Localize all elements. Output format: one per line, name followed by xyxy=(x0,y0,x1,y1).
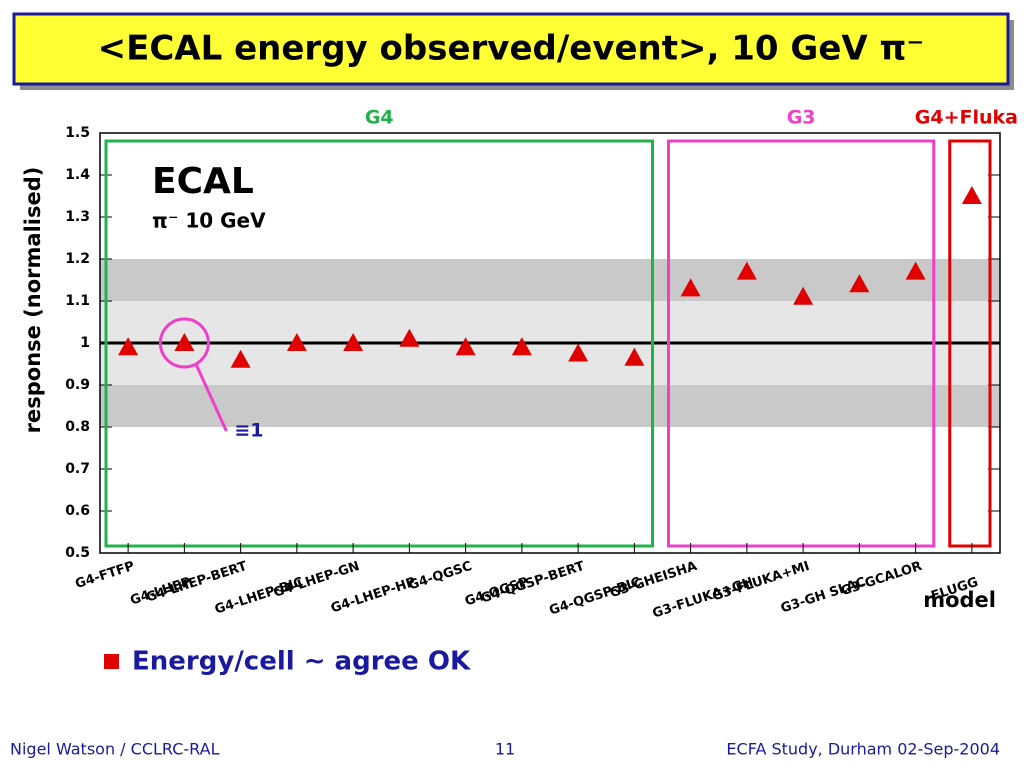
y-tick-label: 1.1 xyxy=(65,293,90,309)
data-point xyxy=(905,261,926,280)
data-point xyxy=(230,349,251,368)
annotation-circle xyxy=(158,317,210,369)
y-tick-label: 0.9 xyxy=(65,377,90,393)
y-tick-label: 1.3 xyxy=(65,209,90,225)
footer-right: ECFA Study, Durham 02-Sep-2004 xyxy=(726,740,1000,759)
y-tick-label: 0.5 xyxy=(65,545,90,561)
y-tick-label: 0.8 xyxy=(65,419,90,435)
data-point xyxy=(399,328,420,347)
group-box xyxy=(948,139,992,548)
chart-title: ECAL xyxy=(152,161,254,202)
legend-label: G4+Fluka xyxy=(915,107,1018,129)
data-point xyxy=(568,343,589,362)
x-tick-label: G4-QGSC xyxy=(407,559,474,594)
data-point xyxy=(286,333,307,351)
group-box xyxy=(667,139,936,548)
legend-label: G4 xyxy=(365,107,394,129)
chart: 0.5 0.6 0.7 0.8 0.9 1 1.1 1.2 1.3 1.4 1.5 response … xyxy=(21,107,1018,622)
y-tick-label: 1.4 xyxy=(65,167,90,183)
x-axis-label: model xyxy=(923,588,996,612)
footer-left: Nigel Watson / CCLRC-RAL xyxy=(10,740,220,759)
x-tick-label: G4-FTFP xyxy=(74,559,137,592)
data-point xyxy=(455,337,476,356)
y-tick-label: 1.5 xyxy=(65,125,90,141)
group-box xyxy=(104,139,654,548)
bullet-marker xyxy=(104,654,119,669)
chart-subtitle: π⁻ 10 GeV xyxy=(152,209,266,233)
footer-page: 11 xyxy=(495,740,515,759)
data-point xyxy=(680,278,701,297)
legend-label: G3 xyxy=(787,107,816,129)
data-point xyxy=(174,333,195,351)
y-tick-label: 0.7 xyxy=(65,461,90,477)
data-point xyxy=(118,337,139,356)
y-tick-label: 1.2 xyxy=(65,251,90,267)
slide-title: <ECAL energy observed/event>, 10 GeV π⁻ xyxy=(98,29,925,69)
y-axis-label: response (normalised) xyxy=(21,167,45,434)
y-tick-label: 1 xyxy=(80,335,90,351)
y-tick-label: 0.6 xyxy=(65,503,90,519)
annotation: ≡1 xyxy=(234,420,263,442)
x-tick-label: G4-LHEP-HP xyxy=(329,575,418,617)
data-point xyxy=(624,347,645,366)
data-point xyxy=(793,286,814,305)
bullet-text: Energy/cell ~ agree OK xyxy=(132,647,471,677)
title-box xyxy=(12,12,1010,86)
data-point xyxy=(961,186,982,204)
data-point xyxy=(849,274,870,293)
annotation-pointer xyxy=(195,364,228,432)
data-point xyxy=(736,261,757,280)
data-point xyxy=(343,333,364,351)
data-point xyxy=(511,337,532,356)
